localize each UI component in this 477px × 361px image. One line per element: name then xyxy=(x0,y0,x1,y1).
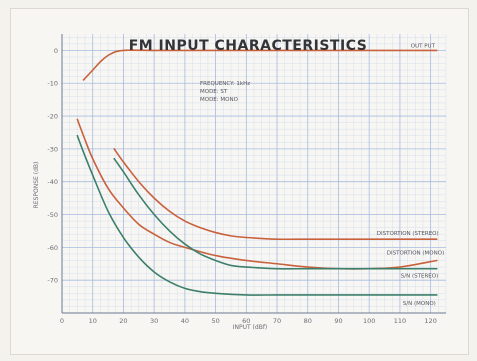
y-tick-label: -70 xyxy=(47,277,58,285)
series-line-distortion-stereo xyxy=(113,148,438,241)
x-tick-label: 100 xyxy=(363,317,375,325)
series-line-out-put xyxy=(82,49,438,81)
series-label-s-n-stereo: S/N (STEREO) xyxy=(401,274,438,280)
x-tick-label: 30 xyxy=(150,317,158,325)
x-tick-label: 20 xyxy=(119,317,127,325)
y-tick-label: -10 xyxy=(47,80,58,88)
annotation-mode-st: MODE: ST xyxy=(200,89,228,95)
y-tick-label: -50 xyxy=(47,211,58,219)
x-tick-label: 10 xyxy=(89,317,97,325)
x-tick-label: 50 xyxy=(211,317,219,325)
x-axis-label: INPUT (dBf) xyxy=(233,324,268,331)
axes xyxy=(61,34,446,314)
y-axis-label: RESPONSE (dB) xyxy=(33,162,40,209)
annotation-mode-mono: MODE: MONO xyxy=(200,97,239,103)
x-tick-label: 40 xyxy=(181,317,189,325)
y-tick-label: -40 xyxy=(47,178,58,186)
y-tick-label: -60 xyxy=(47,244,58,252)
x-tick-label: 90 xyxy=(334,317,342,325)
tick-labels: 0 10 20 30 40 50 60 70 80 90 100 110 120 0 -10 -20 -30 -4… xyxy=(47,47,436,325)
x-tick-label: 60 xyxy=(242,317,250,325)
x-tick-label: 80 xyxy=(304,317,312,325)
minor-grid xyxy=(61,34,447,314)
x-tick-label: 70 xyxy=(273,317,281,325)
y-tick-label: -20 xyxy=(47,113,58,121)
x-tick-label: 110 xyxy=(394,317,406,325)
y-tick-label: 0 xyxy=(54,47,58,55)
series-labels: OUT PUT DISTORTION (STEREO) DISTORTION (MO… xyxy=(377,43,444,307)
x-tick-label: 120 xyxy=(424,317,436,325)
series-label-distortion-stereo: DISTORTION (STEREO) xyxy=(377,231,439,237)
series-label-s-n-mono: S/N (MONO) xyxy=(403,301,436,307)
x-tick-label: 0 xyxy=(60,317,64,325)
series-lines xyxy=(76,49,438,296)
series-line-s-n-mono xyxy=(76,134,438,296)
annotation-frequency: FREQUENCY: 1kHz xyxy=(200,81,250,87)
series-line-s-n-stereo xyxy=(113,157,438,270)
chart-title: FM INPUT CHARACTERISTICS xyxy=(129,38,368,54)
series-label-out-put: OUT PUT xyxy=(411,43,436,49)
series-label-distortion-mono: DISTORTION (MONO) xyxy=(387,250,444,256)
y-tick-label: -30 xyxy=(47,145,58,153)
